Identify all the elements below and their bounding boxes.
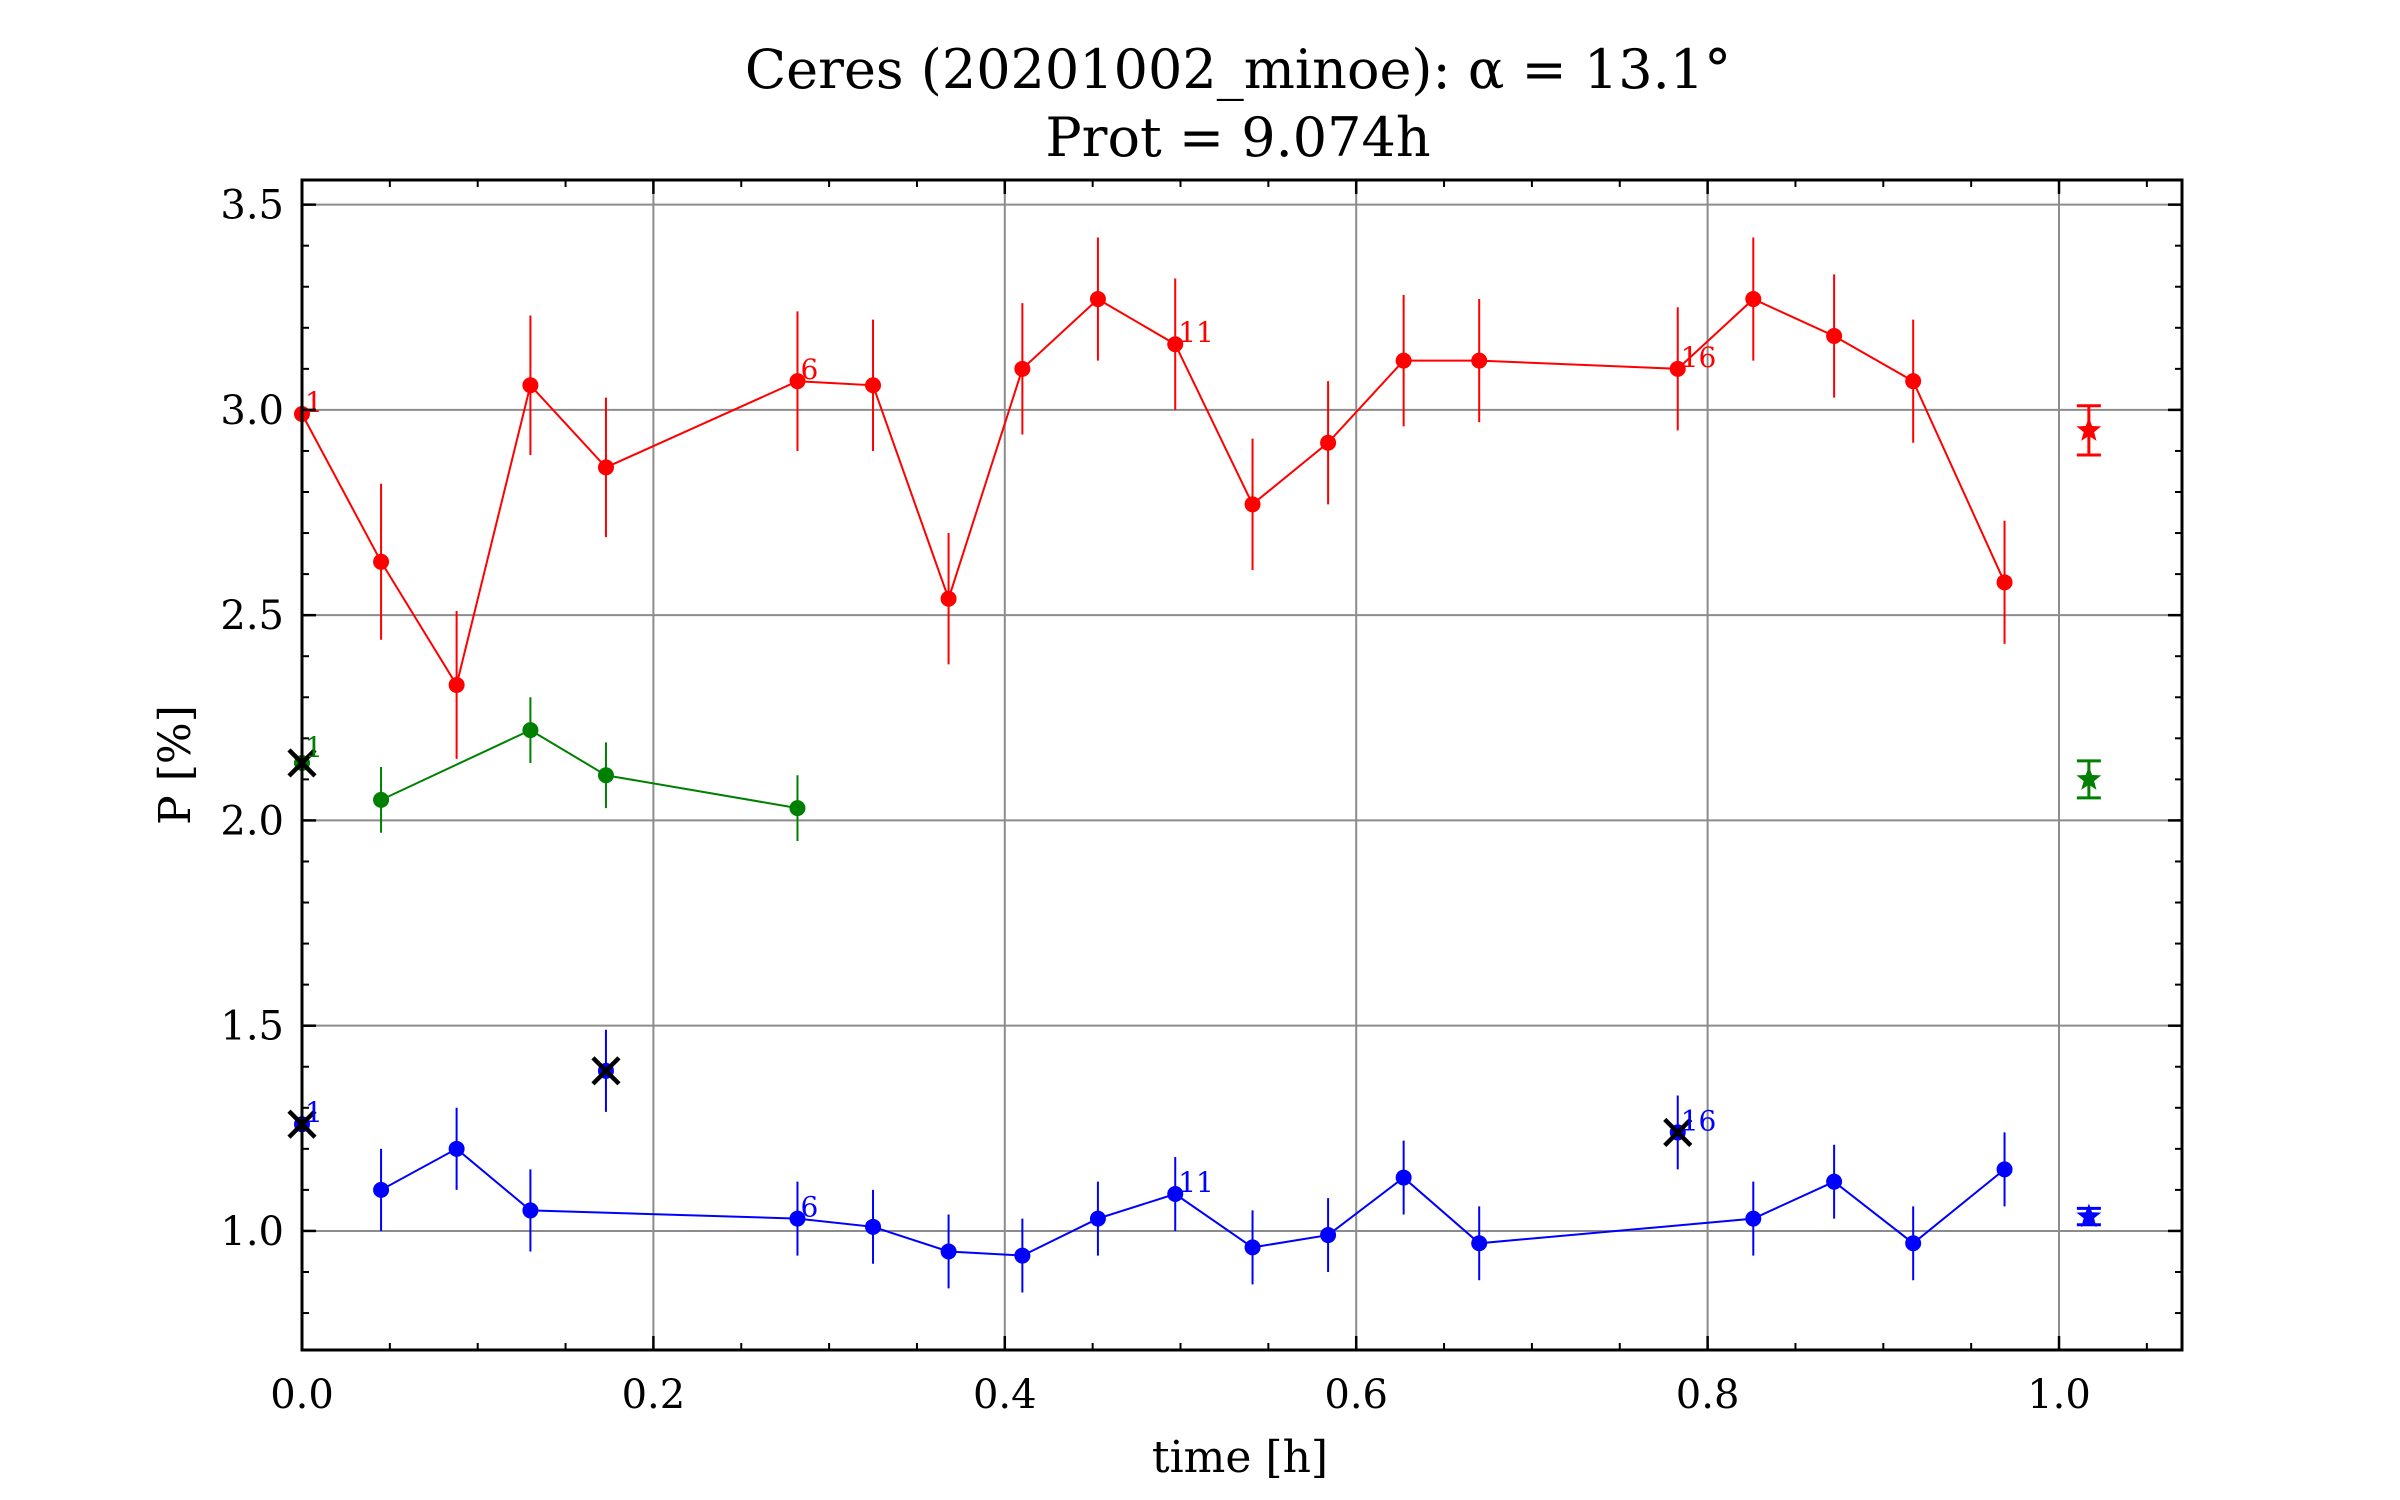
- data-point: [373, 791, 390, 808]
- data-point: [789, 373, 806, 390]
- data-point: [448, 1140, 465, 1157]
- y-tick-label: 2.0: [220, 798, 284, 844]
- point-index-label: 16: [1681, 341, 1717, 374]
- point-index-label: 11: [1178, 316, 1214, 349]
- x-tick-label: 0.0: [270, 1372, 334, 1418]
- x-tick-label: 0.4: [973, 1372, 1037, 1418]
- data-point: [1014, 360, 1031, 377]
- data-point: [597, 767, 614, 784]
- data-point: [865, 1218, 882, 1235]
- data-point: [1244, 1239, 1261, 1256]
- y-tick-label: 1.5: [220, 1004, 284, 1050]
- summary-star-marker: [2076, 1203, 2102, 1228]
- x-tick-label: 0.6: [1324, 1372, 1388, 1418]
- data-point: [940, 1243, 957, 1260]
- y-tick-label: 3.5: [220, 183, 284, 229]
- data-point: [789, 800, 806, 817]
- x-tick-label: 0.8: [1676, 1372, 1740, 1418]
- series-line: [380, 1147, 2006, 1257]
- series-line: [301, 297, 2006, 688]
- data-point: [522, 722, 539, 739]
- data-point: [1905, 373, 1922, 390]
- data-point: [373, 553, 390, 570]
- y-axis-label: P [%]: [150, 705, 201, 825]
- point-index-label: 16: [1681, 1104, 1717, 1137]
- data-point: [1471, 352, 1488, 369]
- y-tick-label: 1.0: [220, 1209, 284, 1255]
- point-index-label: 11: [1178, 1166, 1214, 1199]
- data-point: [1167, 1186, 1184, 1202]
- point-index-label: 1: [305, 1096, 323, 1129]
- data-point: [522, 1202, 539, 1219]
- data-point: [1395, 352, 1412, 369]
- excluded-point-cross: [591, 1056, 621, 1086]
- data-point: [1745, 1210, 1762, 1227]
- data-point: [1244, 496, 1261, 513]
- x-axis-label: time [h]: [1152, 1432, 1328, 1483]
- point-index-label: 6: [800, 1191, 818, 1224]
- data-point: [1320, 434, 1337, 451]
- chart-title: Ceres (20201002_minoe): α = 13.1°: [745, 38, 1731, 101]
- data-point: [522, 377, 539, 394]
- point-index-label: 6: [800, 353, 818, 386]
- data-point: [1089, 1210, 1106, 1227]
- y-tick-label: 2.5: [220, 593, 284, 639]
- data-point: [1471, 1235, 1488, 1252]
- data-point: [1745, 291, 1762, 308]
- data-point: [865, 377, 882, 394]
- point-index-label: 1: [305, 731, 323, 764]
- data-point: [1014, 1247, 1031, 1264]
- data-point: [789, 1210, 806, 1227]
- point-index-label: 1: [305, 386, 323, 419]
- data-point: [597, 459, 614, 476]
- data-point: [1167, 336, 1184, 353]
- data-point: [1089, 291, 1106, 308]
- series-line: [380, 728, 798, 810]
- data-point: [1320, 1227, 1337, 1244]
- grid: [301, 180, 2182, 1350]
- data-point: [1826, 1173, 1843, 1190]
- plot-frame: [300, 178, 2184, 1352]
- data-point: [448, 676, 465, 693]
- data-point: [1905, 1235, 1922, 1252]
- summary-star-marker: [2076, 417, 2102, 441]
- x-tick-label: 1.0: [2027, 1372, 2091, 1418]
- data-point: [373, 1181, 390, 1198]
- data-point: [1826, 328, 1843, 344]
- chart-subtitle: Prot = 9.074h: [1045, 106, 1430, 169]
- y-tick-label: 3.0: [220, 388, 284, 434]
- data-point: [1395, 1169, 1412, 1186]
- excluded-point-cross: [1663, 1117, 1693, 1148]
- data-point: [940, 590, 957, 607]
- data-point: [1996, 1161, 2013, 1178]
- data-point: [1669, 360, 1686, 377]
- data-point: [1996, 574, 2013, 591]
- axis-ticks: 0.0 0.2 0.4 0.6 0.8 1.0 1.0 1.5 2.0 2.5 3.0 3.5: [220, 180, 2182, 1418]
- x-tick-label: 0.2: [622, 1372, 686, 1418]
- summary-star-marker: [2076, 766, 2102, 790]
